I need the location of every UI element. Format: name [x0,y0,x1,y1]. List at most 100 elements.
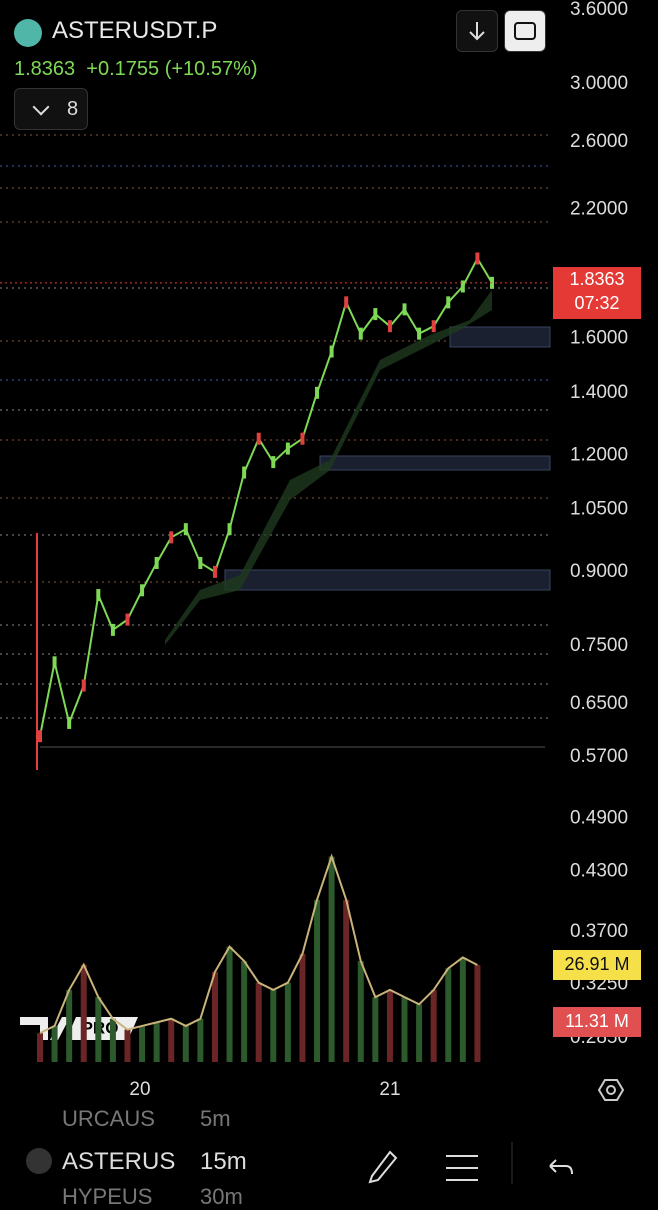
interval-option[interactable]: 30m [200,1184,243,1209]
volume-bar [37,1033,43,1062]
volume-tag [553,950,641,980]
price-tick-label: 0.7500 [570,635,628,656]
tag-price: 1.8363 [569,268,625,289]
volume-bar [66,989,73,1062]
price-tick-label: 0.9000 [570,561,628,582]
volume-bar [372,997,379,1062]
volume-bar [197,1018,204,1062]
frame [514,22,536,40]
candle [373,308,378,321]
volume-bar [474,965,481,1062]
price-line [39,256,493,737]
price-tick-label: 0.4300 [570,860,628,881]
candle [38,730,42,743]
volume-bar [401,997,408,1062]
volume-bar [459,957,466,1062]
volume-bar [416,1004,423,1062]
volume-bar [211,971,218,1062]
price-tick-label: 1.2000 [570,444,628,465]
download-button[interactable] [456,10,498,52]
interval-option[interactable]: 5m [200,1106,231,1131]
volume-bar [386,989,393,1062]
download-icon [469,22,485,41]
price-tick-label: 0.3700 [570,921,628,942]
volume-bar [80,964,87,1062]
candle [242,466,247,479]
price-tick-label: 1.4000 [570,382,628,403]
interval-option[interactable]: 15m [200,1148,247,1175]
candle [96,589,101,602]
toolbar-icons [368,1142,573,1184]
candle [256,432,261,445]
volume-bar [328,856,335,1062]
levels [0,134,550,719]
volume-bar [51,1025,58,1062]
volume-bar [270,989,277,1062]
symbol-option[interactable]: URCAUS [62,1106,155,1131]
volume-bar [124,1029,131,1062]
settings-sliders[interactable] [446,1155,478,1181]
candle [329,345,334,358]
candle [227,523,232,536]
zone [319,455,551,471]
volume-bar [95,997,102,1062]
candle [169,531,174,544]
candle [315,386,320,399]
arrow [469,22,485,41]
volume-bar [314,899,321,1062]
volume-bar [226,946,233,1062]
quote: 1.8363 +0.1755 (+10.57%) [14,58,258,81]
candle [417,327,422,340]
volume-tag-label: 11.31 M [565,1011,629,1031]
chevron [32,98,50,116]
volume-bar [445,968,452,1062]
time-label: 21 [379,1079,400,1100]
settings-icon[interactable] [597,1079,625,1101]
price-tick-label: 1.0500 [570,498,628,519]
indicator-count: 8 [67,98,79,120]
volume-tag [553,1007,641,1037]
candle [344,296,349,309]
candle [154,556,159,569]
symbol-option[interactable]: ASTERUS [62,1148,176,1175]
gear-hub[interactable] [606,1085,616,1095]
candle [67,716,72,729]
gear[interactable] [597,1079,625,1101]
volume-bar [299,953,306,1062]
candle [183,523,188,536]
volume-bar [357,961,364,1062]
undo-icon[interactable] [549,1159,573,1175]
symbol-option[interactable]: HYPEUS [62,1184,153,1209]
candle [475,252,480,265]
price-tick-label: 1.6000 [570,328,628,349]
candle [460,280,465,293]
symbol[interactable]: ASTERUSDT.P [52,17,218,44]
volume-bar [109,1018,116,1062]
price-tick-label: 3.0000 [570,73,628,94]
candle [140,584,145,597]
zone [449,326,551,348]
volume-bar [284,982,291,1062]
price-tick-label: 3.6000 [570,0,628,20]
volume-bar [343,899,350,1062]
fullscreen-button[interactable] [504,10,546,52]
volume-line [39,853,478,1035]
candle [446,296,451,309]
candle [358,327,363,340]
candle [431,320,436,333]
price-tick-label: 0.4900 [570,807,628,828]
price-tick-label: 0.6500 [570,693,628,714]
candle [402,303,407,316]
candle [81,679,86,692]
indicators-toggle[interactable]: 8 [14,88,88,130]
draw-icon[interactable] [368,1150,398,1184]
symbol-logo [14,19,42,47]
symbol-avatar [26,1148,52,1174]
price-change: +0.1755 (+10.57%) [86,58,258,80]
price-tick-label: 2.6000 [570,131,628,152]
candle [198,556,203,569]
ribbon [165,290,492,645]
volume-bar [168,1018,175,1062]
